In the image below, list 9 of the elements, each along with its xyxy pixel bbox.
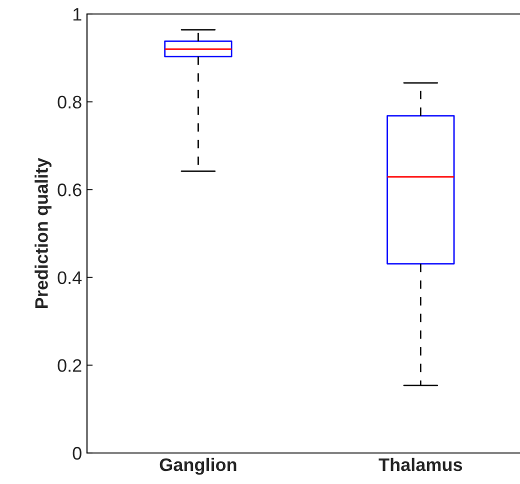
y-tick-label: 0.2 [58, 359, 82, 372]
y-tick-label: 0.4 [58, 271, 82, 284]
y-axis-title: Prediction quality [34, 158, 52, 308]
x-tick-label: Thalamus [378, 458, 462, 472]
x-tick-label: Ganglion [160, 458, 236, 475]
y-tick-label: 0 [72, 446, 82, 460]
y-tick-label: 0.6 [58, 184, 82, 196]
y-tick-label: 1 [73, 8, 82, 21]
y-tick-label: 0.8 [58, 96, 82, 109]
